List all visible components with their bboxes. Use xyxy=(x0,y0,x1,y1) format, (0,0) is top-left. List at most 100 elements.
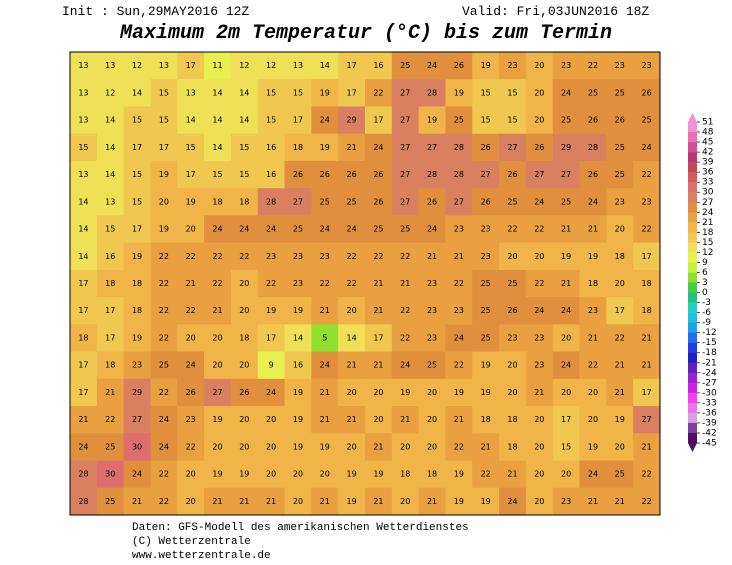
temperature-cell xyxy=(472,242,500,271)
colorbar-swatch xyxy=(688,172,697,183)
temperature-cell xyxy=(418,215,446,244)
temperature-label: 20 xyxy=(186,225,196,234)
colorbar-swatch xyxy=(688,332,697,343)
temperature-label: 27 xyxy=(534,170,544,179)
temperature-label: 26 xyxy=(507,170,517,179)
temperature-cell xyxy=(633,79,661,107)
temperature-cell xyxy=(472,106,500,135)
temperature-label: 19 xyxy=(481,61,491,70)
temperature-cell xyxy=(499,487,527,516)
temperature-cell xyxy=(365,160,393,189)
temperature-label: 11 xyxy=(212,61,222,70)
temperature-cell xyxy=(606,106,634,135)
colorbar-swatch xyxy=(688,212,697,223)
temperature-label: 15 xyxy=(159,116,169,125)
temperature-label: 19 xyxy=(346,497,356,506)
temperature-label: 25 xyxy=(615,470,625,479)
colorbar-label: 27 xyxy=(702,198,713,208)
temperature-cell xyxy=(499,324,527,353)
temperature-label: 25 xyxy=(481,279,491,288)
temperature-cell xyxy=(472,133,500,162)
temperature-cell xyxy=(391,433,420,462)
temperature-cell xyxy=(391,52,420,80)
temperature-cell xyxy=(204,52,232,80)
colorbar-swatch xyxy=(688,312,697,323)
temperature-label: 19 xyxy=(615,415,625,424)
colorbar-swatch xyxy=(688,222,697,233)
temperature-label: 15 xyxy=(132,197,142,206)
temperature-cell xyxy=(445,160,473,189)
temperature-cell xyxy=(96,351,125,380)
colorbar-label: -30 xyxy=(702,388,717,398)
temperature-cell xyxy=(96,133,125,162)
temperature-cell xyxy=(525,324,554,353)
temperature-label: 17 xyxy=(373,116,383,125)
temperature-label: 21 xyxy=(373,361,383,370)
temperature-label: 27 xyxy=(400,143,410,152)
temperature-cell xyxy=(365,106,393,135)
temperature-cell xyxy=(204,269,232,298)
temperature-label: 26 xyxy=(373,197,383,206)
temperature-label: 13 xyxy=(105,61,115,70)
temperature-label: 30 xyxy=(105,470,115,479)
temperature-cell xyxy=(204,324,232,353)
temperature-cell xyxy=(552,378,581,407)
colorbar-label: -27 xyxy=(702,378,717,388)
temperature-label: 18 xyxy=(400,470,410,479)
temperature-cell xyxy=(230,188,259,216)
temperature-label: 22 xyxy=(454,361,464,370)
temperature-cell xyxy=(525,460,554,489)
temperature-cell xyxy=(606,215,634,244)
temperature-label: 27 xyxy=(561,170,571,179)
temperature-cell xyxy=(70,406,98,434)
temperature-label: 15 xyxy=(266,116,276,125)
temperature-cell xyxy=(177,242,205,271)
temperature-label: 22 xyxy=(588,361,598,370)
temperature-label: 18 xyxy=(132,279,142,288)
temperature-cell xyxy=(96,433,125,462)
temperature-label: 17 xyxy=(641,388,651,397)
temperature-cell xyxy=(365,297,393,325)
temperature-label: 9 xyxy=(269,361,274,370)
temperature-cell xyxy=(499,460,527,489)
temperature-cell xyxy=(579,133,607,162)
colorbar-label: -12 xyxy=(702,328,717,338)
temperature-label: 24 xyxy=(588,470,598,479)
temperature-label: 23 xyxy=(615,61,625,70)
temperature-cell xyxy=(177,460,205,489)
temperature-cell xyxy=(418,133,446,162)
colorbar-label: 30 xyxy=(702,188,714,198)
temperature-label: 24 xyxy=(454,333,464,342)
temperature-label: 19 xyxy=(212,470,222,479)
temperature-label: 27 xyxy=(132,415,142,424)
temperature-label: 12 xyxy=(266,61,276,70)
colorbar-label: 9 xyxy=(702,258,708,268)
temperature-cell xyxy=(338,215,366,244)
temperature-label: 26 xyxy=(320,170,330,179)
temperature-label: 22 xyxy=(588,61,598,70)
colorbar-label: 0 xyxy=(702,288,708,298)
temperature-label: 24 xyxy=(507,497,517,506)
temperature-cell xyxy=(445,215,473,244)
temperature-cell xyxy=(525,269,554,298)
temperature-cell xyxy=(150,351,178,380)
temperature-label: 20 xyxy=(266,415,276,424)
temperature-cell xyxy=(552,79,581,107)
temperature-label: 22 xyxy=(159,306,169,315)
temperature-cell xyxy=(525,106,554,135)
temperature-cell xyxy=(445,406,473,434)
temperature-cell xyxy=(284,324,312,353)
temperature-cell xyxy=(472,297,500,325)
temperature-label: 21 xyxy=(427,497,437,506)
temperature-cell xyxy=(284,242,312,271)
temperature-label: 26 xyxy=(588,170,598,179)
temperature-label: 12 xyxy=(132,61,142,70)
temperature-cell xyxy=(311,188,339,216)
temperature-label: 18 xyxy=(105,279,115,288)
temperature-cell xyxy=(257,269,286,298)
temperature-label: 17 xyxy=(105,306,115,315)
temperature-cell xyxy=(96,460,125,489)
temperature-label: 20 xyxy=(534,442,544,451)
colorbar-label: 21 xyxy=(702,218,713,228)
temperature-label: 21 xyxy=(561,225,571,234)
